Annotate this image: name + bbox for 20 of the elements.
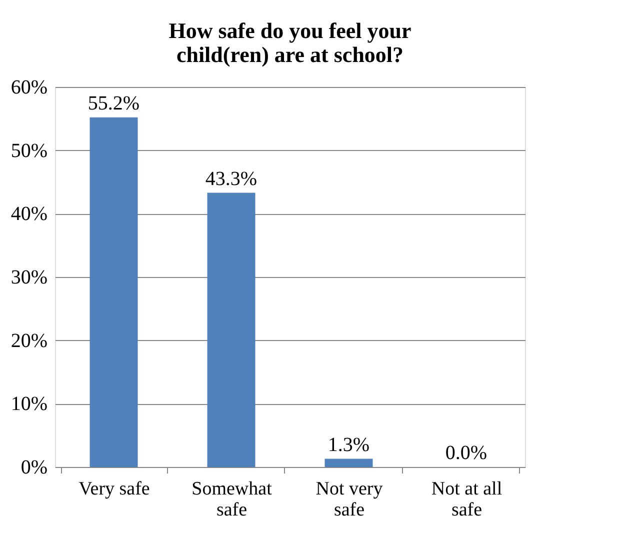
data-label: 1.3% xyxy=(328,434,370,456)
y-tick-label: 0% xyxy=(20,456,48,478)
y-tick-label: 40% xyxy=(10,203,48,226)
text: child(ren) are at school? xyxy=(176,42,404,67)
y-tick-label: 20% xyxy=(10,330,48,352)
y-tick-label: 30% xyxy=(10,266,48,288)
y-tick-label: 50% xyxy=(10,140,48,162)
x-tick-label: Very safe xyxy=(78,478,150,500)
y-tick-label: 60% xyxy=(10,76,48,98)
y-tick-label: 10% xyxy=(10,393,48,416)
bar xyxy=(90,117,138,467)
bar xyxy=(324,458,373,467)
data-label: 43.3% xyxy=(205,168,258,190)
data-label: 55.2% xyxy=(88,92,140,114)
bar xyxy=(207,192,256,467)
x-tick-label: Somewhat safe xyxy=(192,478,273,520)
x-tick-label: Not very safe xyxy=(316,478,384,520)
text: How safe do you feel your xyxy=(168,18,412,43)
data-label: 0.0% xyxy=(445,442,488,464)
x-tick-label: Not at all safe xyxy=(431,478,502,520)
